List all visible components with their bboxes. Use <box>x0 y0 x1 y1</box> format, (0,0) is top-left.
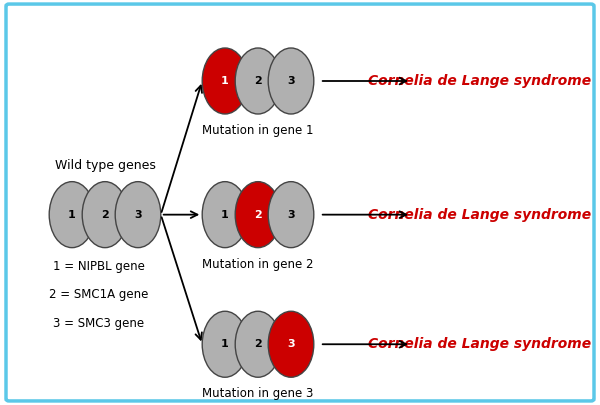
Text: 2: 2 <box>254 76 262 86</box>
Ellipse shape <box>268 311 314 377</box>
Text: Cornelia de Lange syndrome: Cornelia de Lange syndrome <box>368 337 592 351</box>
Ellipse shape <box>235 182 281 247</box>
Ellipse shape <box>202 48 248 114</box>
Text: 3: 3 <box>287 76 295 86</box>
Text: 3: 3 <box>134 210 142 220</box>
Text: 1: 1 <box>221 210 229 220</box>
Ellipse shape <box>115 182 161 247</box>
Ellipse shape <box>268 182 314 247</box>
Text: 1 = NIPBL gene: 1 = NIPBL gene <box>53 260 145 273</box>
Ellipse shape <box>268 48 314 114</box>
Ellipse shape <box>202 311 248 377</box>
Text: Mutation in gene 2: Mutation in gene 2 <box>202 258 314 271</box>
Ellipse shape <box>82 182 128 247</box>
Text: 3: 3 <box>287 339 295 349</box>
Text: Cornelia de Lange syndrome: Cornelia de Lange syndrome <box>368 74 592 88</box>
Ellipse shape <box>49 182 95 247</box>
Text: 3: 3 <box>287 210 295 220</box>
Text: Mutation in gene 1: Mutation in gene 1 <box>202 124 314 137</box>
Text: Cornelia de Lange syndrome: Cornelia de Lange syndrome <box>368 208 592 222</box>
Ellipse shape <box>235 48 281 114</box>
Text: 2 = SMC1A gene: 2 = SMC1A gene <box>49 288 149 301</box>
Ellipse shape <box>202 182 248 247</box>
Text: 1: 1 <box>221 76 229 86</box>
Text: 1: 1 <box>68 210 76 220</box>
Text: 3 = SMC3 gene: 3 = SMC3 gene <box>53 316 145 330</box>
Text: 2: 2 <box>254 210 262 220</box>
Ellipse shape <box>235 311 281 377</box>
Text: 1: 1 <box>221 339 229 349</box>
Text: Wild type genes: Wild type genes <box>55 158 155 172</box>
Text: Mutation in gene 3: Mutation in gene 3 <box>202 387 314 401</box>
Text: 2: 2 <box>254 339 262 349</box>
Text: 2: 2 <box>101 210 109 220</box>
